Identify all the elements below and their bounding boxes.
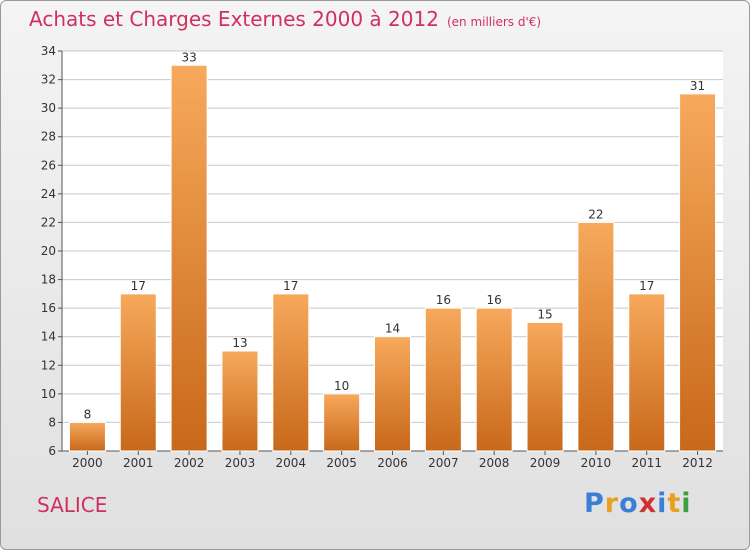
y-tick-label: 18: [41, 273, 56, 287]
data-label: 10: [334, 379, 349, 393]
y-tick-label: 26: [41, 158, 56, 172]
proxiti-logo: Proxiti: [584, 488, 692, 519]
region-name: SALICE: [37, 493, 108, 517]
y-tick-label: 28: [41, 130, 56, 144]
bar: [577, 221, 615, 452]
y-tick-label: 6: [48, 444, 56, 458]
data-label: 31: [690, 79, 705, 93]
logo-letter: r: [604, 488, 620, 519]
y-tick-label: 14: [41, 330, 56, 344]
y-tick-label: 30: [41, 101, 56, 115]
bar: [272, 293, 310, 452]
bar: [424, 307, 462, 452]
title-text: Achats et Charges Externes 2000 à 2012: [29, 7, 439, 31]
y-tick-label: 34: [41, 44, 56, 58]
data-label: 33: [181, 50, 196, 64]
x-tick-label: 2012: [682, 456, 713, 470]
bar: [526, 321, 564, 452]
data-label: 15: [537, 307, 552, 321]
x-tick-label: 2008: [479, 456, 510, 470]
data-label: 13: [232, 336, 247, 350]
x-tick-label: 2002: [174, 456, 205, 470]
logo-letter: t: [667, 488, 682, 519]
bar: [679, 93, 717, 452]
bar: [221, 350, 259, 452]
x-tick-label: 2005: [326, 456, 357, 470]
unit-note: (en milliers d'€): [446, 15, 542, 29]
chart-title: Achats et Charges Externes 2000 à 2012 (e…: [29, 7, 541, 31]
y-tick-label: 24: [41, 187, 56, 201]
x-tick-label: 2011: [631, 456, 662, 470]
bar: [374, 336, 411, 452]
y-tick-label: 32: [41, 73, 56, 87]
x-tick-label: 2006: [377, 456, 408, 470]
x-tick-label: 2007: [428, 456, 459, 470]
x-tick-label: 2001: [123, 456, 154, 470]
x-tick-label: 2000: [72, 456, 103, 470]
logo-letter: P: [584, 488, 605, 519]
x-tick-label: 2009: [530, 456, 561, 470]
data-label: 8: [84, 407, 92, 421]
y-tick-label: 12: [41, 358, 56, 372]
data-label: 17: [131, 279, 146, 293]
data-label: 16: [487, 293, 502, 307]
data-label: 17: [283, 279, 298, 293]
x-tick-label: 2010: [581, 456, 612, 470]
y-tick-label: 20: [41, 244, 56, 258]
x-tick-label: 2003: [225, 456, 256, 470]
bar: [323, 393, 361, 452]
data-label: 14: [385, 322, 400, 336]
y-tick-label: 16: [41, 301, 56, 315]
logo-letter: x: [638, 488, 658, 519]
bar: [628, 293, 666, 452]
data-label: 17: [639, 279, 654, 293]
bar: [119, 293, 157, 452]
bar: [68, 421, 106, 452]
logo-letter: i: [657, 488, 668, 519]
bar: [170, 64, 208, 452]
x-tick-label: 2004: [276, 456, 307, 470]
logo-letter: i: [681, 488, 692, 519]
data-label: 16: [436, 293, 451, 307]
y-tick-label: 22: [41, 215, 56, 229]
data-label: 22: [588, 207, 603, 221]
y-tick-label: 10: [41, 387, 56, 401]
y-tick-label: 8: [48, 415, 56, 429]
logo-letter: o: [619, 488, 639, 519]
bar: [475, 307, 513, 452]
